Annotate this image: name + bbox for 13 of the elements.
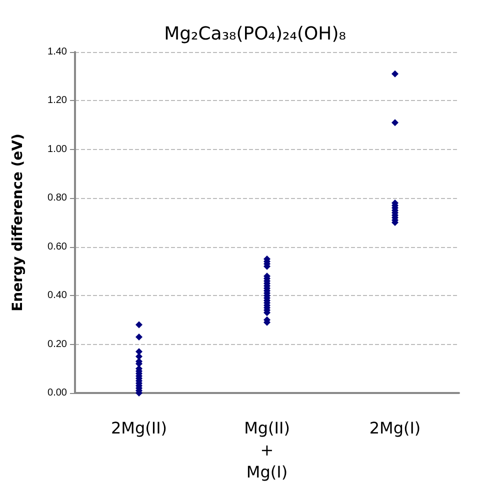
y-tick-label: 1.20 <box>48 95 68 106</box>
y-tick-label: 0.20 <box>48 338 68 350</box>
y-tick-label: 0.40 <box>48 290 68 302</box>
y-tick-label: 0.80 <box>48 192 68 204</box>
y-tick-label: 0.00 <box>48 388 68 398</box>
y-axis-title: Energy difference (eV) <box>10 134 26 312</box>
x-tick-label: 2Mg(I) <box>369 418 421 438</box>
y-tick-label: 0.60 <box>48 241 68 252</box>
chart-title: Mg₂Ca₃₈(PO₄)₂₄(OH)₈ <box>164 24 346 44</box>
x-tick-label: Mg(II) + Mg(I) <box>244 418 290 482</box>
y-tick-label: 1.00 <box>48 144 68 155</box>
x-tick-label: 2Mg(II) <box>110 418 168 438</box>
y-tick-label: 1.40 <box>48 46 68 58</box>
